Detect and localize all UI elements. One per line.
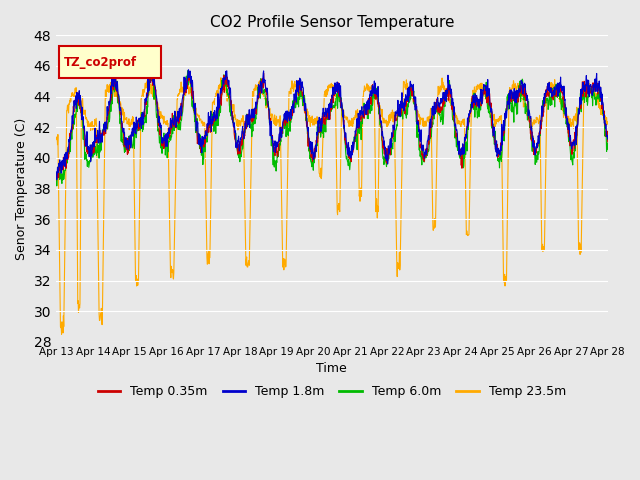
Y-axis label: Senor Temperature (C): Senor Temperature (C) <box>15 118 28 260</box>
X-axis label: Time: Time <box>317 362 348 375</box>
Text: TZ_co2prof: TZ_co2prof <box>64 56 138 69</box>
Title: CO2 Profile Sensor Temperature: CO2 Profile Sensor Temperature <box>210 15 454 30</box>
Legend: Temp 0.35m, Temp 1.8m, Temp 6.0m, Temp 23.5m: Temp 0.35m, Temp 1.8m, Temp 6.0m, Temp 2… <box>93 380 571 403</box>
FancyBboxPatch shape <box>59 46 161 78</box>
